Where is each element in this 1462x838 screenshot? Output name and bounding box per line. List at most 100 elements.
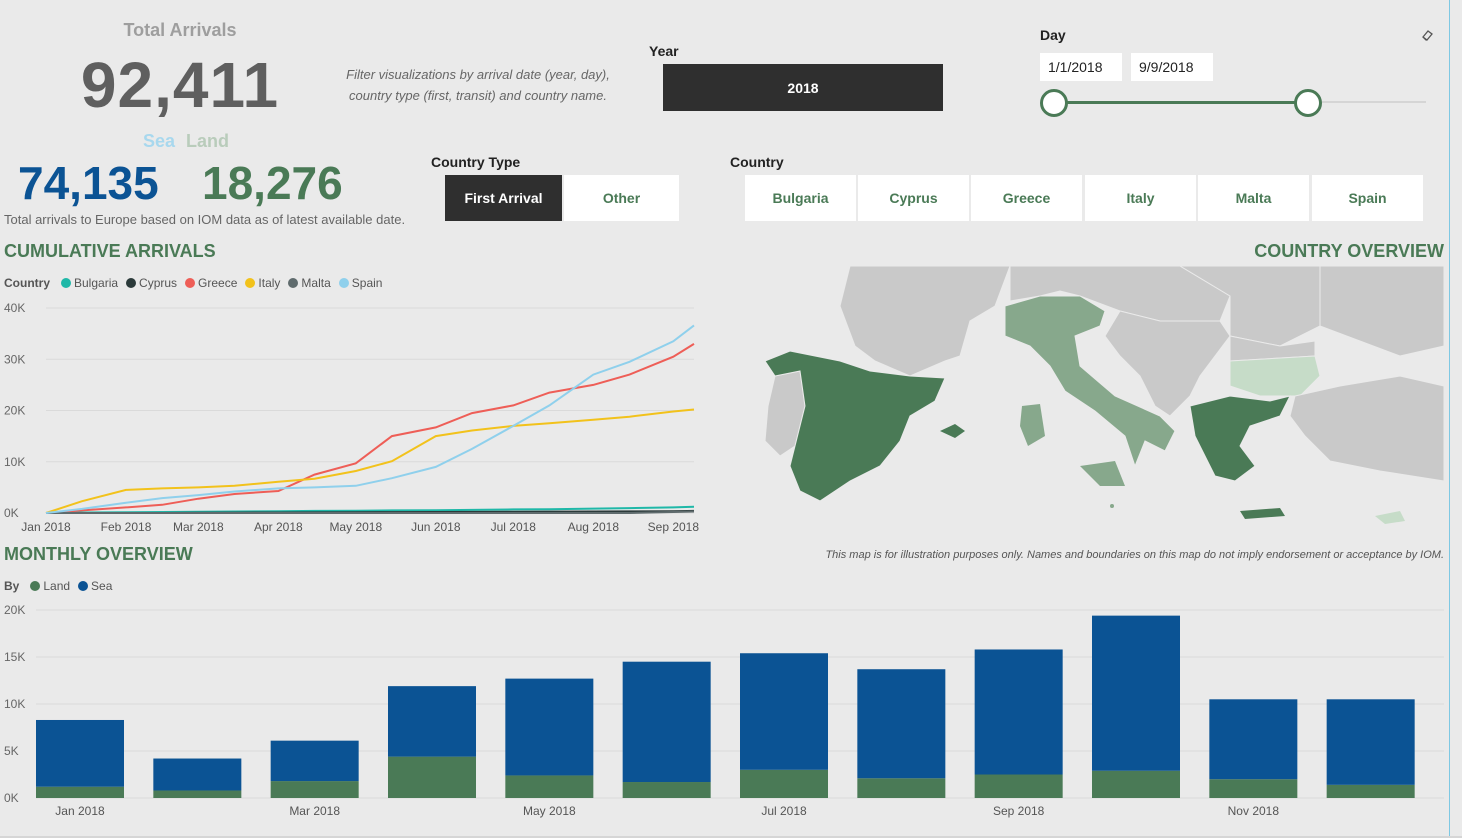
- mon-bar-land[interactable]: [505, 775, 594, 798]
- cum-x-tick-label: Mar 2018: [173, 520, 224, 534]
- cum-series-line-italy[interactable]: [45, 408, 695, 514]
- cum-series-line-malta[interactable]: [46, 510, 695, 514]
- cum-legend-swatch-malta: [288, 278, 299, 288]
- cum-y-tick-label: 20K: [4, 404, 25, 418]
- mon-bar-land[interactable]: [974, 774, 1063, 799]
- kpi-subtitle: Total arrivals to Europe based on IOM da…: [4, 212, 406, 227]
- mon-x-tick-label: Jul 2018: [761, 804, 807, 818]
- cum-legend-label-greece: Greece: [198, 276, 238, 290]
- country-cyprus-button[interactable]: Cyprus: [858, 175, 969, 221]
- mon-y-tick-label: 20K: [4, 603, 25, 617]
- map-region-crete: [1240, 508, 1285, 519]
- cumulative-arrivals-chart[interactable]: 0K 10K 20K 30K 40K Jan 2018 Feb 2018 Mar 2018 Ap…: [0, 296, 720, 536]
- cum-legend-item-italy[interactable]: Italy: [240, 276, 280, 290]
- country-bulgaria-button[interactable]: Bulgaria: [745, 175, 856, 221]
- mon-bar-land[interactable]: [740, 769, 828, 798]
- cum-x-tick-label: Jun 2018: [411, 520, 461, 534]
- mon-bar-sea[interactable]: [622, 661, 711, 783]
- map-region-ukraine: [1319, 266, 1444, 357]
- mon-bar-land[interactable]: [36, 786, 124, 798]
- cum-legend-item-bulgaria[interactable]: Bulgaria: [56, 276, 118, 290]
- filter-note: Filter visualizations by arrival date (y…: [338, 64, 618, 106]
- day-slider-start-handle[interactable]: [1040, 89, 1068, 117]
- map-region-sicily: [1080, 461, 1125, 486]
- country-spain-button[interactable]: Spain: [1312, 175, 1423, 221]
- country-malta-button[interactable]: Malta: [1198, 175, 1309, 221]
- mon-bar-land[interactable]: [1092, 770, 1180, 798]
- cum-y-tick-label: 10K: [4, 455, 25, 469]
- cum-legend-item-cyprus[interactable]: Cyprus: [121, 276, 177, 290]
- cum-x-tick-label: Sep 2018: [648, 520, 700, 534]
- country-slicer-label: Country: [730, 154, 784, 170]
- cum-x-tick-label: Feb 2018: [101, 520, 152, 534]
- country-italy-button[interactable]: Italy: [1085, 175, 1196, 221]
- mon-bar-sea[interactable]: [270, 740, 359, 782]
- sea-label: Sea: [143, 131, 176, 151]
- cum-legend-swatch-bulgaria: [61, 278, 71, 288]
- cum-legend-item-malta[interactable]: Malta: [283, 276, 331, 290]
- cumulative-arrivals-title: CUMULATIVE ARRIVALS: [4, 241, 216, 261]
- mon-x-tick-label: May 2018: [523, 804, 576, 818]
- mon-legend-item-sea[interactable]: Sea: [73, 579, 112, 593]
- filter-note-line-2: country type (first, transit) and countr…: [349, 88, 607, 103]
- page-right-border: [1449, 0, 1450, 838]
- mon-bar-land[interactable]: [1209, 779, 1298, 798]
- map-region-balkans: [1104, 310, 1231, 417]
- mon-bar-land[interactable]: [270, 781, 359, 798]
- cum-x-tick-label: Aug 2018: [568, 520, 620, 534]
- cum-legend-swatch-italy: [245, 278, 256, 288]
- mon-y-tick-label: 0K: [4, 791, 19, 805]
- cum-legend-swatch-cyprus: [126, 278, 137, 288]
- end-date-input[interactable]: 9/9/2018: [1131, 53, 1213, 81]
- country-greece-button[interactable]: Greece: [971, 175, 1082, 221]
- clear-selections-icon[interactable]: [1420, 28, 1434, 45]
- country-overview-map[interactable]: [760, 266, 1444, 528]
- country-type-other-button[interactable]: Other: [564, 175, 679, 221]
- map-region-spain: [764, 350, 946, 502]
- land-label: Land: [186, 131, 229, 151]
- cum-x-tick-label: Jul 2018: [491, 520, 537, 534]
- cum-x-tick-label: Jan 2018: [21, 520, 71, 534]
- year-2018-button[interactable]: 2018: [663, 64, 943, 111]
- cum-y-tick-label: 30K: [4, 352, 25, 366]
- mon-bar-sea[interactable]: [505, 678, 594, 776]
- cum-legend-item-greece[interactable]: Greece: [180, 276, 237, 290]
- day-slider-end-handle[interactable]: [1294, 89, 1322, 117]
- start-date-input[interactable]: 1/1/2018: [1040, 53, 1122, 81]
- filter-note-line-1: Filter visualizations by arrival date (y…: [346, 67, 610, 82]
- mon-legend-label-sea: Sea: [91, 579, 113, 593]
- mon-bar-sea[interactable]: [1092, 615, 1180, 771]
- mon-bar-sea[interactable]: [1326, 699, 1415, 785]
- mon-bar-land[interactable]: [388, 756, 476, 798]
- mon-bar-sea[interactable]: [36, 719, 124, 787]
- mon-legend-item-land[interactable]: Land: [25, 579, 70, 593]
- cum-y-tick-label: 40K: [4, 301, 25, 315]
- mon-y-tick-label: 10K: [4, 697, 25, 711]
- mon-x-tick-label: Jan 2018: [55, 804, 105, 818]
- cum-legend-item-spain[interactable]: Spain: [334, 276, 382, 290]
- country-type-first-arrival-button[interactable]: First Arrival: [445, 175, 562, 221]
- cum-y-tick-label: 0K: [4, 506, 19, 520]
- mon-bar-sea[interactable]: [153, 758, 242, 791]
- cum-series-line-greece[interactable]: [45, 343, 695, 514]
- map-region-turkey: [1289, 375, 1444, 482]
- mon-bar-sea[interactable]: [974, 649, 1063, 775]
- cum-legend-swatch-greece: [185, 278, 196, 288]
- mon-bar-sea[interactable]: [857, 669, 946, 779]
- mon-bar-sea[interactable]: [388, 686, 476, 757]
- mon-bar-land[interactable]: [857, 778, 946, 798]
- mon-bar-sea[interactable]: [740, 653, 828, 770]
- mon-x-tick-label: Mar 2018: [289, 804, 340, 818]
- cum-legend-swatch-spain: [338, 278, 349, 288]
- cum-series-line-spain[interactable]: [45, 324, 695, 514]
- mon-bar-land[interactable]: [1326, 784, 1415, 798]
- monthly-overview-chart[interactable]: 0K 5K 10K 15K 20K Jan 2018 Mar 2018 May 2018 Jul…: [0, 598, 1450, 830]
- cum-legend-label-italy: Italy: [258, 276, 281, 290]
- mon-bar-sea[interactable]: [1209, 699, 1298, 780]
- mon-y-tick-label: 5K: [4, 744, 19, 758]
- map-region-cyprus: [1375, 511, 1405, 524]
- cumulative-legend-title: Country: [4, 276, 50, 290]
- mon-bar-land[interactable]: [622, 782, 711, 798]
- monthly-overview-title: MONTHLY OVERVIEW: [4, 544, 193, 564]
- mon-bar-land[interactable]: [153, 790, 242, 798]
